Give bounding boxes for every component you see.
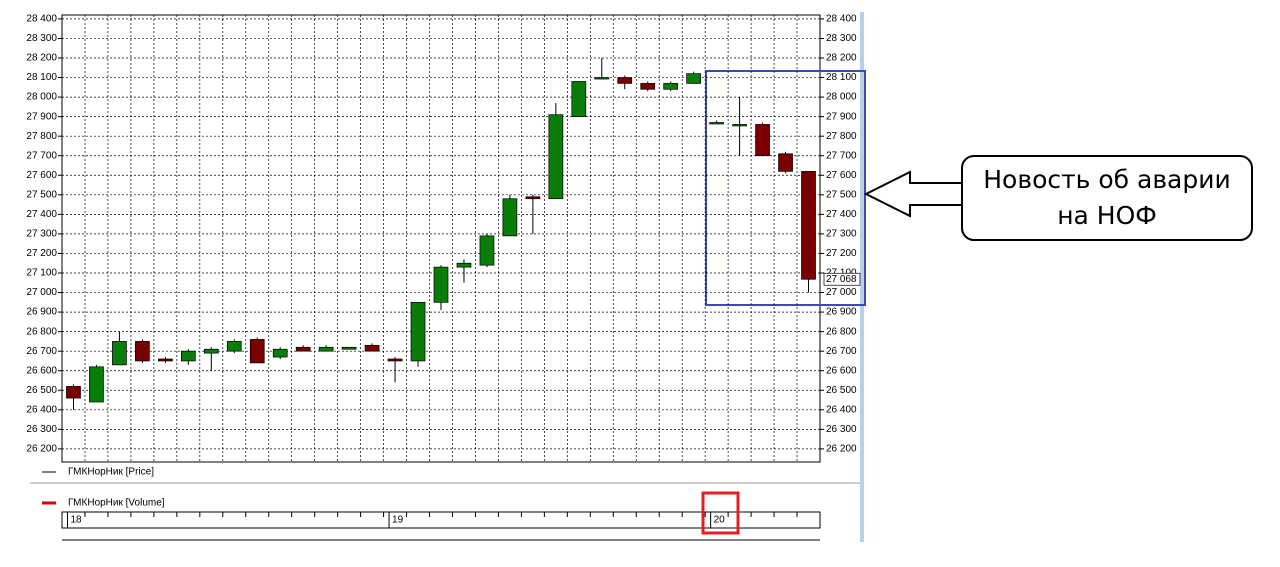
x-tick-label: 19 xyxy=(392,515,404,526)
y2-tick-label: 26 400 xyxy=(826,404,857,415)
candle-body xyxy=(180,350,196,362)
candle-body xyxy=(272,348,288,358)
y-tick-label: 26 300 xyxy=(26,424,57,435)
candle-body xyxy=(571,81,587,117)
candle-body xyxy=(801,171,816,280)
y2-tick-label: 26 800 xyxy=(826,326,857,337)
y-tick-label: 27 400 xyxy=(26,209,57,220)
y2-tick-label: 26 500 xyxy=(826,385,857,396)
y2-tick-label: 26 300 xyxy=(826,424,857,435)
y-tick-label: 28 400 xyxy=(26,14,57,25)
x-tick-label: 20 xyxy=(714,515,726,526)
y-tick-label: 27 800 xyxy=(26,131,57,142)
annotation-box xyxy=(961,155,1253,241)
candle-body xyxy=(479,235,495,266)
y2-tick-label: 27 000 xyxy=(826,287,857,298)
y-tick-label: 26 400 xyxy=(26,404,57,415)
y2-tick-label: 28 000 xyxy=(826,92,857,103)
candle-body xyxy=(341,346,357,350)
y2-tick-label: 27 900 xyxy=(826,111,857,122)
candle-body xyxy=(732,124,747,127)
y-tick-label: 26 200 xyxy=(26,444,57,455)
candle-body xyxy=(135,341,150,362)
candle-body xyxy=(778,153,793,172)
y-tick-label: 26 800 xyxy=(26,326,57,337)
candle-body xyxy=(295,346,311,352)
y-tick-label: 27 500 xyxy=(26,189,57,200)
time-axis xyxy=(61,511,821,529)
last-price-label: 27 068 xyxy=(826,274,857,285)
y-tick-label: 27 200 xyxy=(26,248,57,259)
plot-frame xyxy=(61,14,821,463)
y-tick-label: 28 000 xyxy=(26,92,57,103)
candle-body xyxy=(594,77,610,80)
candle-body xyxy=(318,346,334,352)
y2-tick-label: 28 300 xyxy=(826,33,857,44)
y2-tick-label: 27 500 xyxy=(826,189,857,200)
pane-edge xyxy=(860,12,864,542)
candle-body xyxy=(548,114,564,200)
candle-body xyxy=(158,358,173,362)
candle-body xyxy=(112,341,127,366)
candle-body xyxy=(364,344,380,352)
candle-body xyxy=(525,196,541,200)
y2-tick-label: 27 300 xyxy=(826,229,857,240)
y-tick-label: 26 900 xyxy=(26,307,57,318)
candle-body xyxy=(89,366,104,403)
y2-tick-label: 26 600 xyxy=(826,365,857,376)
y-tick-label: 27 600 xyxy=(26,170,57,181)
candle-body xyxy=(433,266,449,303)
candle-body xyxy=(709,122,724,125)
y-tick-label: 28 300 xyxy=(26,33,57,44)
y-tick-label: 27 100 xyxy=(26,268,57,279)
y-tick-label: 28 200 xyxy=(26,53,57,64)
candle-body xyxy=(502,198,518,237)
y-tick-label: 27 000 xyxy=(26,287,57,298)
y-tick-label: 27 700 xyxy=(26,150,57,161)
legend-label: ГМКНорНик [Volume] xyxy=(68,498,165,509)
x-tick-label: 18 xyxy=(70,515,82,526)
y2-tick-label: 28 200 xyxy=(826,53,857,64)
annotation: Новость об аварии на НОФ xyxy=(983,165,1231,230)
candle-body xyxy=(640,83,656,90)
y2-tick-label: 26 200 xyxy=(826,444,857,455)
y2-tick-label: 27 200 xyxy=(826,248,857,259)
candle-body xyxy=(66,386,81,399)
date-highlight xyxy=(701,491,740,535)
y-tick-label: 27 300 xyxy=(26,229,57,240)
y2-tick-label: 27 700 xyxy=(826,150,857,161)
candle-body xyxy=(203,348,219,354)
arrow xyxy=(863,170,963,218)
candle-body xyxy=(617,77,633,84)
y-tick-label: 26 600 xyxy=(26,365,57,376)
candle-body xyxy=(686,73,702,84)
y2-tick-label: 28 400 xyxy=(826,14,857,25)
candle-body xyxy=(663,83,679,90)
y2-tick-label: 26 900 xyxy=(826,307,857,318)
y2-tick-label: 26 700 xyxy=(826,346,857,357)
y2-tick-label: 27 400 xyxy=(826,209,857,220)
y2-tick-label: 27 600 xyxy=(826,170,857,181)
legend-label: ГМКНорНик [Price] xyxy=(68,467,154,478)
candle-body xyxy=(226,341,242,352)
candle-body xyxy=(387,358,403,362)
y2-tick-label: 28 100 xyxy=(826,72,857,83)
y-tick-label: 28 100 xyxy=(26,72,57,83)
candle-body xyxy=(456,262,472,268)
last-price-box xyxy=(823,272,861,286)
highlight-box xyxy=(705,70,866,306)
candle-body xyxy=(249,339,265,364)
candle-body xyxy=(755,124,770,157)
y-tick-label: 26 700 xyxy=(26,346,57,357)
y2-tick-label: 27 800 xyxy=(826,131,857,142)
y-tick-label: 26 500 xyxy=(26,385,57,396)
candle-body xyxy=(410,301,426,362)
y-tick-label: 27 900 xyxy=(26,111,57,122)
